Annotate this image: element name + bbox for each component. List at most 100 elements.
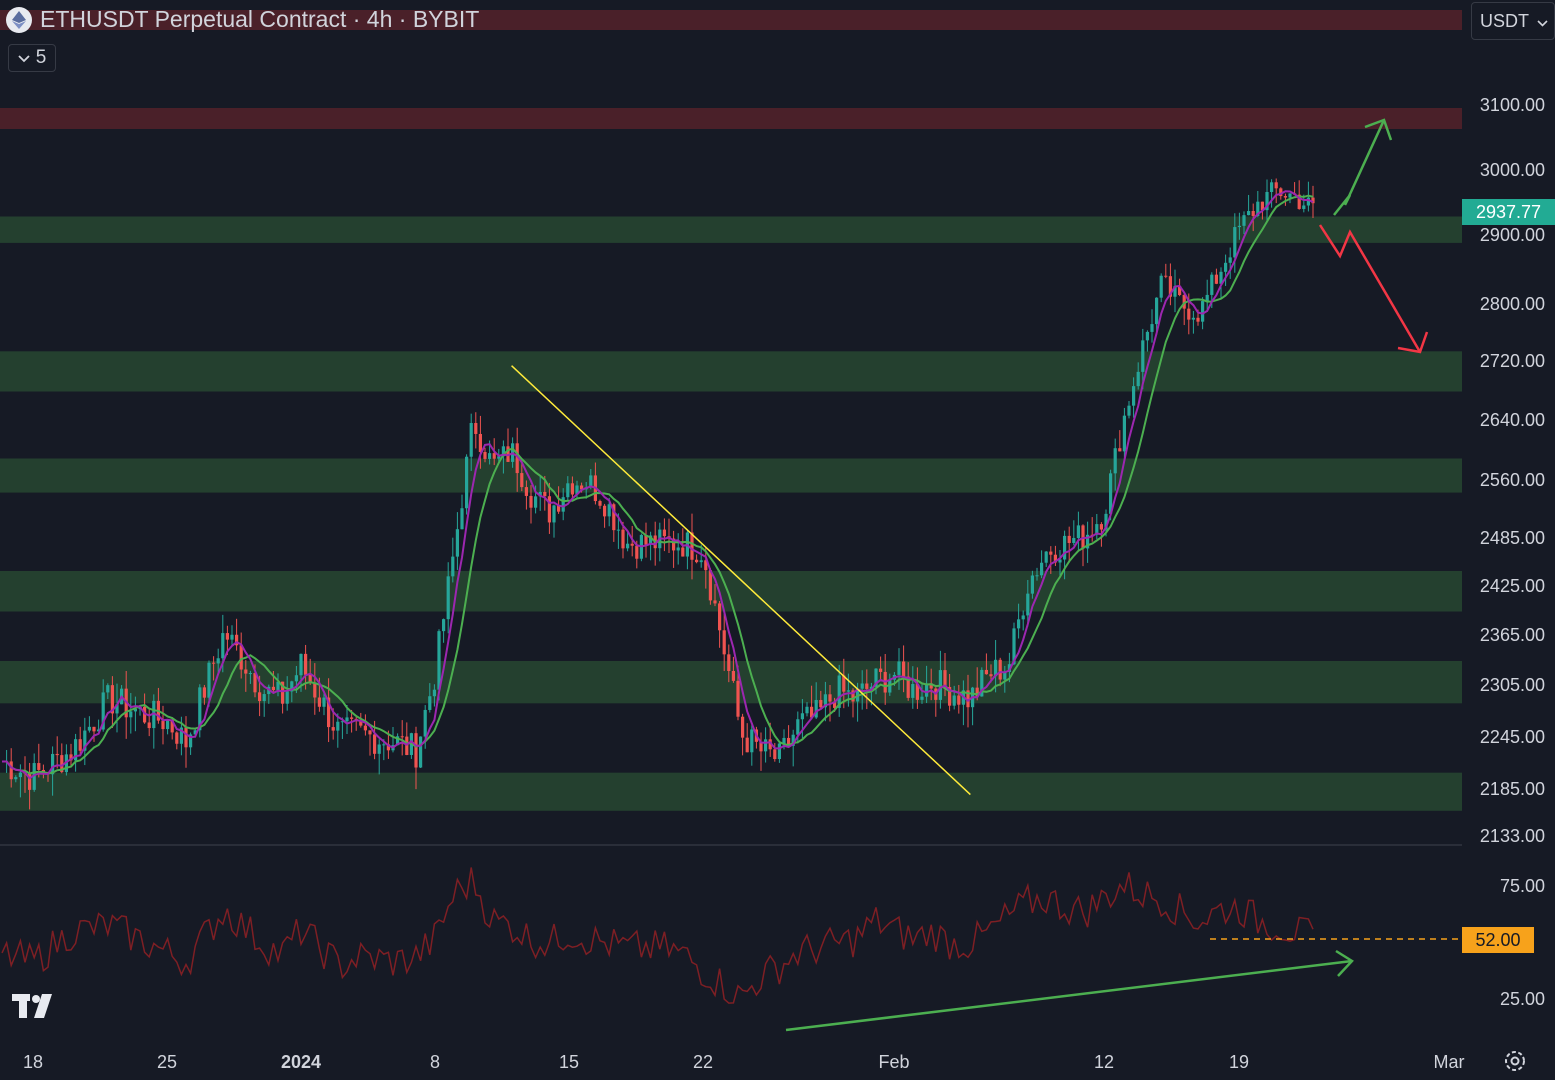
candle [957, 684, 961, 714]
candle [952, 685, 956, 710]
tradingview-logo-icon[interactable] [12, 994, 60, 1025]
candle [570, 476, 574, 500]
candle [322, 691, 326, 716]
candle [718, 600, 722, 648]
candle [1040, 550, 1044, 579]
candle [1155, 297, 1159, 335]
candle [1113, 438, 1117, 491]
candle [469, 413, 473, 471]
candle [1030, 570, 1034, 599]
bullish-arrow[interactable] [1333, 118, 1393, 216]
candle [1017, 603, 1021, 639]
candle [483, 447, 487, 463]
moving-average-fast [2, 190, 1314, 780]
candle [161, 705, 165, 745]
candle [239, 632, 243, 679]
candle [1141, 328, 1145, 390]
price-tick-label: 3100.00 [1479, 95, 1545, 115]
bearish-arrow[interactable] [1318, 224, 1429, 354]
support-zone[interactable] [0, 661, 1462, 704]
candle [805, 702, 809, 717]
currency-select[interactable]: USDT [1471, 2, 1555, 40]
candle [1127, 401, 1131, 419]
candle [69, 743, 73, 768]
resistance-zone[interactable] [0, 108, 1462, 129]
time-tick-label: 25 [156, 1052, 178, 1072]
candle [78, 726, 82, 756]
indicators-toggle[interactable]: 5 [8, 44, 56, 72]
candle [915, 667, 919, 709]
candle [313, 663, 317, 715]
rsi-tick-label: 75.00 [1499, 876, 1545, 896]
candle [244, 659, 248, 692]
candle [543, 475, 547, 511]
candle [1132, 377, 1136, 418]
candle [501, 440, 505, 474]
support-zone[interactable] [0, 772, 1462, 811]
chevron-down-icon [1537, 11, 1548, 32]
candle [1168, 263, 1172, 306]
candle [290, 680, 294, 703]
support-zone[interactable] [0, 351, 1462, 392]
price-tick-label: 3000.00 [1479, 160, 1545, 180]
candle [1021, 610, 1025, 631]
candle [143, 693, 147, 724]
price-tick-label: 2900.00 [1479, 225, 1545, 245]
support-zone[interactable] [0, 216, 1462, 243]
candle [865, 669, 869, 710]
candle [1044, 551, 1048, 567]
candle [1297, 180, 1301, 210]
candle [1095, 514, 1099, 540]
price-tick-label: 2185.00 [1479, 779, 1545, 799]
time-tick-label: 18 [22, 1052, 44, 1072]
symbol-title[interactable]: ETHUSDT Perpetual Contract · 4h · BYBIT [40, 6, 480, 32]
candle [1283, 193, 1287, 206]
candle [552, 504, 556, 538]
settings-icon[interactable] [1503, 1049, 1527, 1078]
candle [662, 518, 666, 552]
candle [561, 488, 565, 521]
rsi-tick-label: 25.00 [1499, 989, 1545, 1009]
candle [1145, 330, 1149, 352]
time-tick-label: 12 [1093, 1052, 1115, 1072]
projection-arrows [1318, 118, 1429, 354]
candle [276, 673, 280, 697]
candle [152, 694, 156, 749]
resistance-zone[interactable] [0, 10, 1462, 30]
candle [685, 530, 689, 570]
candle [1063, 530, 1067, 580]
candle [331, 708, 335, 740]
candle [1182, 293, 1186, 326]
candle [984, 653, 988, 675]
price-tick-label: 2305.00 [1479, 675, 1545, 695]
candle [1251, 203, 1255, 232]
support-zone[interactable] [0, 571, 1462, 612]
candle [874, 668, 878, 695]
candle [529, 485, 533, 524]
descending-trendline[interactable] [511, 365, 971, 796]
indicator-count: 5 [35, 47, 47, 68]
candle [644, 522, 648, 558]
price-tick-label: 2365.00 [1479, 625, 1545, 645]
candle [1219, 267, 1223, 299]
candle [446, 562, 450, 634]
candle [212, 656, 216, 681]
candle [304, 644, 308, 690]
candle [1150, 309, 1154, 343]
rsi-line [1, 867, 1314, 1004]
candle [902, 645, 906, 693]
price-tick-label: 2720.00 [1479, 351, 1545, 371]
candle [432, 684, 436, 707]
candle [1053, 545, 1057, 567]
divergence-line[interactable] [785, 959, 1353, 1032]
candle [676, 533, 680, 565]
candle [759, 732, 763, 771]
current-price-label: 2937.77 [1462, 199, 1555, 225]
candle [340, 717, 344, 739]
candle [842, 658, 846, 709]
candle [911, 666, 915, 709]
candle [1026, 579, 1030, 627]
support-zone[interactable] [0, 458, 1462, 493]
candle [1242, 211, 1246, 235]
